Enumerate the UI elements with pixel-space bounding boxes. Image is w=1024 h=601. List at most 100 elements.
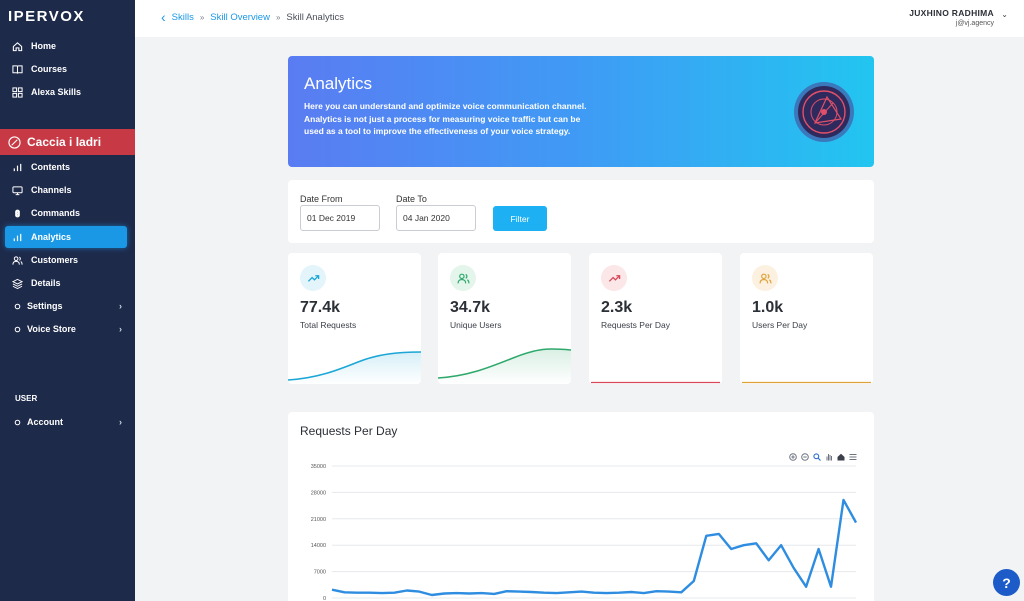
- chevron-left-icon[interactable]: ‹: [161, 9, 166, 25]
- requests-per-day-chart-card: Requests Per Day 35000 28000 21000 14000 700…: [288, 412, 874, 601]
- sidebar-item-label: Channels: [31, 185, 72, 195]
- monitor-icon: [11, 184, 23, 196]
- breadcrumb-separator-icon: »: [275, 13, 281, 22]
- stat-card-total-requests: 77.4k Total Requests: [288, 253, 421, 384]
- sidebar-item-analytics[interactable]: Analytics: [5, 226, 127, 248]
- stat-label: Total Requests: [300, 320, 357, 330]
- filter-button[interactable]: Filter: [493, 206, 547, 231]
- sidebar-item-voice-store[interactable]: Voice Store ›: [5, 318, 127, 340]
- bar-chart-icon: [11, 161, 23, 173]
- pan-icon[interactable]: [824, 452, 833, 461]
- sidebar-item-label: Settings: [27, 301, 63, 311]
- stat-value: 2.3k: [601, 299, 633, 316]
- sidebar-item-label: Analytics: [31, 232, 72, 242]
- sidebar-item-channels[interactable]: Channels: [5, 179, 127, 201]
- sidebar-item-label: Voice Store: [27, 324, 76, 334]
- breadcrumb-current: Skill Analytics: [286, 12, 344, 23]
- sidebar-item-label: Details: [31, 278, 61, 288]
- sidebar-item-home[interactable]: Home: [5, 35, 127, 57]
- user-email: j@vj.agency: [955, 20, 994, 27]
- chevron-right-icon: ›: [119, 324, 122, 334]
- user-section-label: USER: [15, 394, 38, 403]
- sidebar-item-commands[interactable]: Commands: [5, 202, 127, 224]
- sidebar-item-label: Alexa Skills: [31, 87, 82, 97]
- skill-banner[interactable]: Caccia i ladri: [0, 129, 135, 155]
- magnifier-icon[interactable]: [812, 452, 821, 461]
- y-tick-label: 21000: [311, 517, 326, 523]
- sidebar-item-courses[interactable]: Courses: [5, 58, 127, 80]
- chevron-right-icon: ›: [119, 301, 122, 311]
- y-tick-label: 0: [323, 596, 326, 601]
- date-from-label: Date From: [300, 194, 343, 204]
- sidebar: IPERVOX Home Courses Alexa Skills Caccia…: [0, 0, 135, 601]
- stat-card-users-per-day: 1.0k Users Per Day: [740, 253, 873, 384]
- skill-logo-icon: [8, 135, 21, 149]
- dot-icon: [11, 416, 23, 428]
- hero-title: Analytics: [304, 74, 373, 93]
- skill-name: Caccia i ladri: [27, 135, 102, 149]
- book-icon: [11, 63, 23, 75]
- stat-value: 34.7k: [450, 299, 491, 316]
- home-icon: [11, 40, 23, 52]
- home-reset-icon[interactable]: [836, 452, 845, 461]
- hero-description: Here you can understand and optimize voi…: [304, 101, 587, 136]
- ipervox-logo[interactable]: IPERVOX: [8, 8, 85, 25]
- chevron-down-icon[interactable]: ⌄: [1001, 10, 1008, 19]
- breadcrumb-skills[interactable]: Skills: [171, 12, 194, 23]
- breadcrumb-separator-icon: »: [199, 13, 205, 22]
- sidebar-item-label: Contents: [31, 162, 70, 172]
- requests-series-line: [331, 498, 858, 597]
- stat-label: Users Per Day: [752, 320, 808, 330]
- date-to-input[interactable]: 04 Jan 2020: [396, 205, 476, 231]
- sidebar-item-label: Home: [31, 41, 57, 51]
- stat-value: 77.4k: [300, 299, 341, 316]
- sidebar-item-alexa-skills[interactable]: Alexa Skills: [5, 81, 127, 103]
- top-bar: ‹ Skills » Skill Overview » Skill Analyt…: [135, 0, 1024, 37]
- sparkline: [438, 348, 571, 384]
- users-icon: [752, 265, 778, 291]
- chevron-right-icon: ›: [119, 417, 122, 427]
- stat-card-unique-users: 34.7k Unique Users: [438, 253, 571, 384]
- menu-icon[interactable]: [848, 452, 857, 461]
- layers-icon: [11, 277, 23, 289]
- breadcrumb-skill-overview[interactable]: Skill Overview: [210, 12, 270, 23]
- chart-title: Requests Per Day: [300, 424, 398, 438]
- y-tick-label: 14000: [311, 543, 326, 549]
- dot-icon: [11, 300, 23, 312]
- sidebar-item-label: Courses: [31, 64, 68, 74]
- users-icon: [11, 254, 23, 266]
- stat-label: Requests Per Day: [601, 320, 670, 330]
- analytics-hero: Analytics Here you can understand and op…: [288, 56, 874, 167]
- trending-up-icon: [300, 265, 326, 291]
- sidebar-item-label: Commands: [31, 208, 81, 218]
- y-tick-label: 28000: [311, 490, 326, 496]
- zoom-in-icon[interactable]: [788, 452, 797, 461]
- y-tick-label: 7000: [314, 570, 326, 576]
- users-icon: [450, 265, 476, 291]
- date-to-label: Date To: [396, 194, 427, 204]
- user-name[interactable]: JUXHINO RADHIMA: [909, 8, 994, 18]
- command-icon: [11, 207, 23, 219]
- sparkline: [288, 351, 421, 384]
- help-button[interactable]: ?: [993, 569, 1020, 596]
- stat-value: 1.0k: [752, 299, 784, 316]
- sidebar-item-label: Customers: [31, 255, 79, 265]
- sidebar-item-account[interactable]: Account ›: [5, 411, 127, 433]
- sidebar-item-customers[interactable]: Customers: [5, 249, 127, 271]
- bar-chart-icon: [11, 231, 23, 243]
- dot-icon: [11, 323, 23, 335]
- grid-icon: [11, 86, 23, 98]
- zoom-out-icon[interactable]: [800, 452, 809, 461]
- y-tick-label: 35000: [311, 464, 326, 470]
- date-filter-card: Date From 01 Dec 2019 Date To 04 Jan 202…: [288, 180, 874, 243]
- analytics-emblem-icon: [794, 82, 854, 142]
- sidebar-item-settings[interactable]: Settings ›: [5, 295, 127, 317]
- sparkline: [742, 381, 871, 384]
- chart-toolbar: [788, 452, 857, 461]
- date-from-input[interactable]: 01 Dec 2019: [300, 205, 380, 231]
- stat-card-requests-per-day: 2.3k Requests Per Day: [589, 253, 722, 384]
- sidebar-item-details[interactable]: Details: [5, 272, 127, 294]
- sidebar-item-contents[interactable]: Contents: [5, 156, 127, 178]
- trending-up-icon: [601, 265, 627, 291]
- sparkline: [591, 381, 720, 384]
